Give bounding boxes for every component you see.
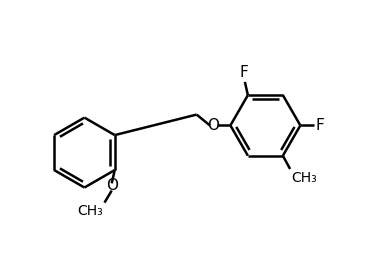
- Text: F: F: [239, 65, 248, 80]
- Text: O: O: [208, 118, 220, 133]
- Text: CH₃: CH₃: [291, 171, 317, 185]
- Text: CH₃: CH₃: [77, 204, 103, 218]
- Text: F: F: [315, 118, 324, 133]
- Text: O: O: [106, 178, 118, 193]
